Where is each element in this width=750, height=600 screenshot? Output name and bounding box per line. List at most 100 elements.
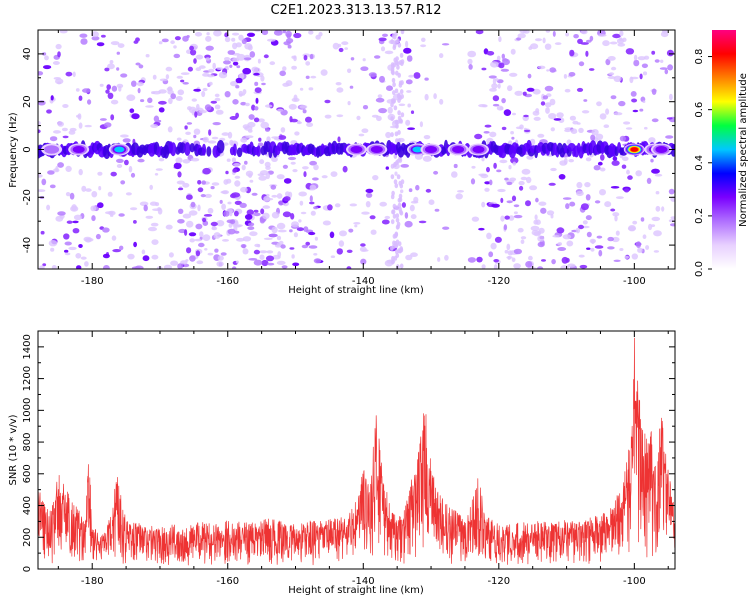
heatmap-cell — [393, 255, 398, 261]
heatmap-cell — [205, 35, 212, 42]
heatmap-cell — [542, 37, 546, 44]
snr-x-axis-label: Height of straight line (km) — [288, 585, 424, 596]
heatmap-cell — [306, 122, 314, 127]
heatmap-cell — [291, 55, 297, 59]
heatmap-cell — [370, 229, 377, 235]
heatmap-cell — [633, 59, 640, 67]
colorbar-tick-label: 0.4 — [694, 155, 705, 171]
heatmap-cell — [57, 162, 64, 168]
spectrogram-y-ticks: -40 -20 0 20 40 — [22, 29, 675, 270]
heatmap-cell — [198, 110, 207, 114]
heatmap-cell — [111, 85, 118, 92]
heatmap-cell — [535, 197, 539, 203]
heatmap-cell — [142, 255, 150, 262]
heatmap-cell — [149, 184, 153, 190]
heatmap-cell — [544, 102, 552, 108]
heatmap-cell — [548, 182, 556, 186]
heatmap-cell — [392, 213, 397, 219]
heatmap-cell — [642, 71, 648, 76]
heatmap-cell — [170, 93, 176, 100]
heatmap-cell — [234, 210, 239, 217]
heatmap-cell — [569, 201, 576, 207]
heatmap-cell — [558, 174, 566, 180]
heatmap-cell — [242, 248, 249, 255]
heatmap-cell — [612, 156, 618, 161]
heatmap-cell — [611, 160, 620, 166]
heatmap-cell — [418, 220, 427, 224]
heatmap-cell — [200, 194, 206, 198]
heatmap-cell — [79, 33, 88, 38]
spectrogram-y-tick-label: -40 — [22, 237, 33, 253]
heatmap-cell — [131, 113, 140, 120]
heatmap-cell — [231, 157, 236, 163]
heatmap-cell — [157, 119, 162, 123]
heatmap-cell — [124, 159, 129, 166]
heatmap-cell — [292, 262, 300, 267]
heatmap-cell — [173, 162, 182, 170]
heatmap-cell — [646, 177, 652, 184]
heatmap-cell — [224, 57, 230, 61]
heatmap-cell — [354, 224, 358, 228]
heatmap-cell — [263, 237, 273, 240]
heatmap-cell — [398, 82, 403, 88]
heatmap-cell — [396, 93, 401, 99]
heatmap-cell — [226, 178, 232, 184]
heatmap-cell — [178, 208, 184, 214]
heatmap-cell — [41, 178, 47, 186]
heatmap-cell — [40, 230, 45, 235]
figure-title: C2E1.2023.313.13.57.R12 — [270, 3, 441, 18]
heatmap-cell — [470, 178, 476, 185]
heatmap-cell — [236, 147, 243, 158]
heatmap-cell — [223, 142, 229, 146]
heatmap-cell — [365, 188, 374, 193]
heatmap-cell — [134, 265, 144, 269]
heatmap-cell — [535, 38, 542, 42]
heatmap-cell — [90, 205, 97, 212]
heatmap-cell — [615, 230, 620, 236]
heatmap-cell — [257, 58, 261, 64]
heatmap-cell — [488, 251, 494, 258]
snr-frame — [37, 330, 676, 570]
heatmap-cell — [613, 259, 621, 262]
heatmap-cell — [63, 233, 70, 240]
heatmap-cell — [191, 98, 197, 102]
colorbar: 0.0 0.2 0.4 0.6 0.8 Normalized spectral ampl… — [694, 30, 749, 277]
heatmap-cell — [395, 123, 399, 129]
heatmap-cell — [95, 233, 101, 240]
heatmap-cell — [433, 93, 437, 100]
heatmap-cell — [531, 229, 540, 236]
heatmap-cell — [586, 231, 592, 238]
heatmap-cell — [261, 82, 266, 86]
heatmap-cell — [38, 174, 43, 178]
heatmap-cell — [244, 214, 253, 220]
heatmap-cell — [38, 189, 46, 192]
heatmap-cell — [98, 186, 102, 191]
heatmap-cell — [329, 231, 335, 239]
heatmap-cell — [496, 105, 504, 111]
heatmap-cell — [55, 165, 59, 172]
heatmap-cell — [133, 241, 138, 248]
heatmap-hotspot — [452, 146, 465, 153]
heatmap-cell — [254, 81, 259, 86]
heatmap-cell — [50, 95, 54, 101]
heatmap-cell — [552, 234, 560, 238]
heatmap-cell — [99, 83, 104, 87]
heatmap-cell — [229, 64, 233, 69]
heatmap-cell — [390, 102, 394, 108]
heatmap-cell — [189, 143, 195, 153]
heatmap-cell — [212, 62, 216, 70]
heatmap-cell — [116, 83, 124, 89]
heatmap-cell — [580, 203, 589, 211]
heatmap-cell — [265, 255, 275, 262]
heatmap-hotspot — [412, 146, 423, 153]
snr-series-line — [38, 337, 675, 566]
heatmap-cell — [348, 228, 354, 233]
heatmap-cell — [467, 58, 473, 65]
heatmap-cell — [202, 136, 209, 143]
heatmap-cell — [635, 241, 642, 249]
heatmap-cell — [271, 156, 278, 162]
heatmap-cell — [550, 167, 557, 172]
heatmap-cell — [195, 54, 204, 60]
heatmap-cell — [176, 180, 185, 185]
heatmap-cell — [312, 177, 319, 181]
